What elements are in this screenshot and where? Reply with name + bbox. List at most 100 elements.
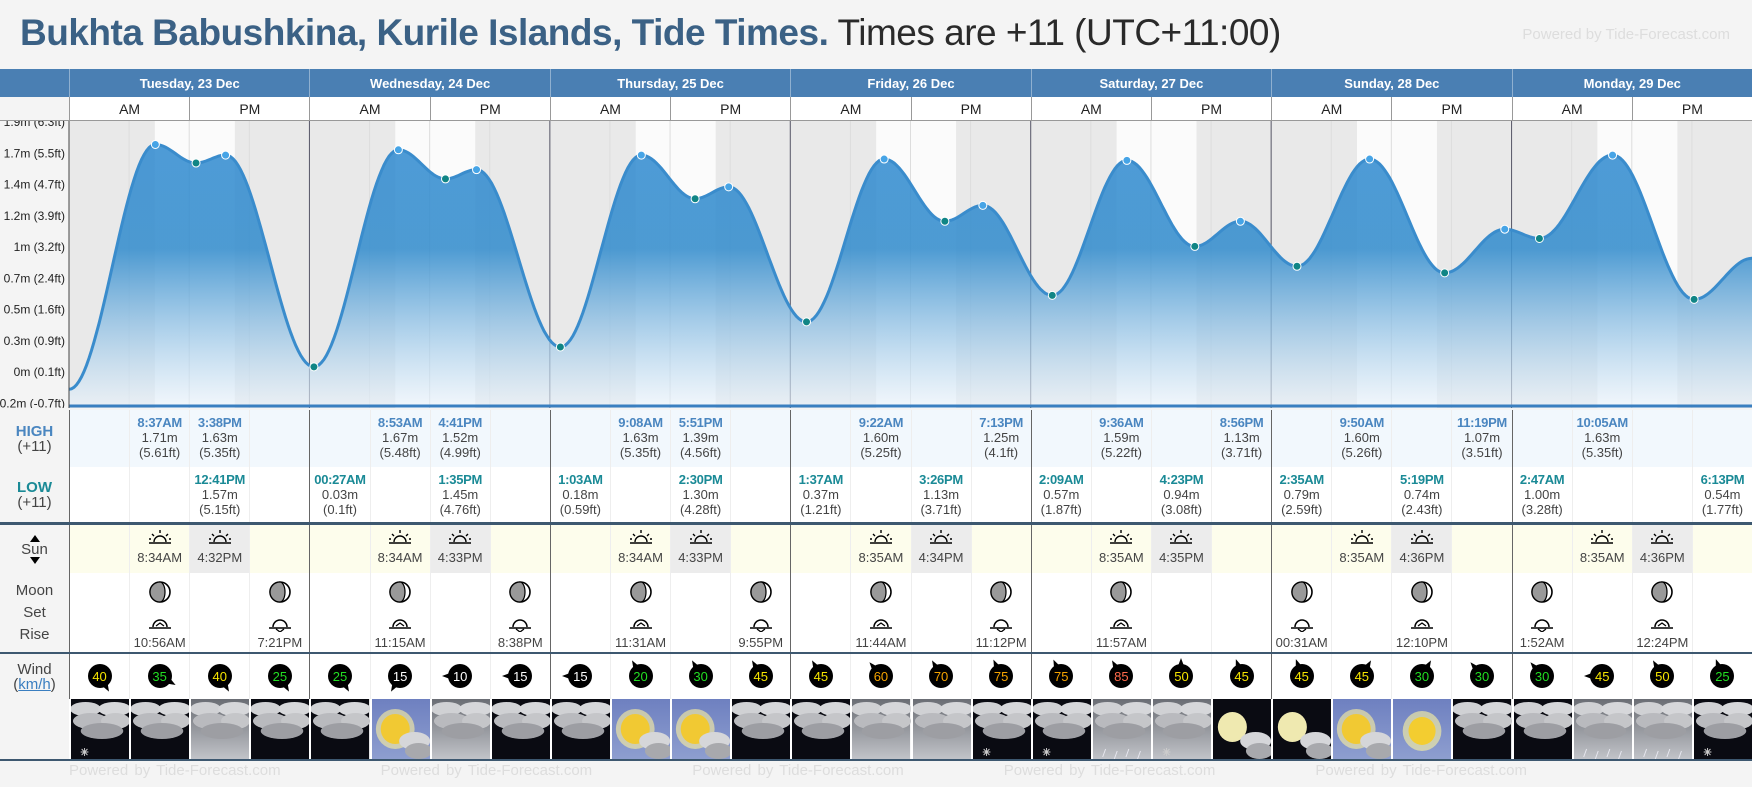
- moon-rise-icon: [491, 616, 550, 635]
- low-tide-cell: [1331, 467, 1391, 522]
- weather-partly-sunny-icon: [1331, 699, 1392, 759]
- wind-cell: 70: [910, 654, 971, 699]
- wind-speed: 45: [1594, 668, 1610, 684]
- moon-set-time: 11:44AM: [855, 635, 907, 650]
- location-title: Bukhta Babushkina, Kurile Islands, Tide …: [20, 12, 829, 53]
- moon-cell: 11:44AM: [850, 573, 910, 652]
- low-tide-point: [1292, 261, 1302, 271]
- high-tide-row: HIGH (+11) 8:37AM 1.71m (5.61ft) 3:38PM 1.63m(…: [0, 410, 1752, 467]
- wind-speed: 45: [1294, 668, 1309, 684]
- page-title: Bukhta Babushkina, Kurile Islands, Tide …: [20, 12, 1281, 54]
- wind-cell: 40: [189, 654, 249, 699]
- moon-set-time: 10:56AM: [133, 635, 186, 650]
- high-tide-height: 1.13m: [1223, 430, 1260, 445]
- wind-cell: 75: [970, 654, 1031, 699]
- sun-cell: [1030, 525, 1091, 573]
- high-tide-point: [221, 150, 231, 160]
- low-tide-time: 12:41PM: [194, 472, 246, 487]
- wind-speed-badge: 30: [1409, 660, 1434, 688]
- am-label: AM: [549, 97, 670, 120]
- high-tide-cell: [1631, 410, 1692, 467]
- sun-cell: [1451, 525, 1511, 573]
- wind-cell: 75: [1030, 654, 1091, 699]
- high-tide-height: 1.25m: [983, 430, 1020, 445]
- weather-cloudy-night-icon: [549, 699, 610, 759]
- high-tide-height-ft: (5.61ft): [139, 445, 181, 460]
- wind-unit-wrapper: (km/h): [13, 675, 56, 693]
- low-tide-height: 1.57m: [201, 487, 238, 502]
- low-tide-cell: [1211, 467, 1271, 522]
- low-tide-height-ft: (3.08ft): [1160, 502, 1203, 517]
- pm-label: PM: [1631, 97, 1752, 120]
- sunset-icon: [1152, 529, 1211, 550]
- wind-speed: 85: [1114, 668, 1129, 684]
- high-tide-time: 9:50AM: [1339, 415, 1385, 430]
- low-tide-cell: [249, 467, 309, 522]
- high-tide-cell: [69, 410, 129, 467]
- wind-row: Wind (km/h) 40 35 40 25 25 15 10 15 15 20 30 45 45 60 70…: [0, 654, 1752, 699]
- low-tide-cell: [1631, 467, 1692, 522]
- wind-cell: 30: [1391, 654, 1451, 699]
- wind-speed: 30: [1414, 668, 1430, 684]
- wind-cell: 30: [1451, 654, 1511, 699]
- weather-cloudy-night-icon: [730, 699, 791, 759]
- weather-row: [0, 699, 1752, 761]
- day-header-cell: Wednesday, 24 Dec: [309, 69, 549, 97]
- moon-cell: 11:12PM: [970, 573, 1031, 652]
- high-tide-height-ft: (3.71ft): [1220, 445, 1263, 460]
- wind-text: Wind: [17, 660, 52, 678]
- wind-cell: 45: [1571, 654, 1632, 699]
- powered-by[interactable]: Powered by Tide-Forecast.com: [1522, 26, 1730, 43]
- moon-cell: 11:57AM: [1090, 573, 1151, 652]
- moon-cell: 00:31AM: [1271, 573, 1331, 652]
- wind-cell: 25: [309, 654, 369, 699]
- wind-speed: 25: [272, 668, 288, 684]
- moon-phase-icon: [491, 579, 550, 608]
- low-tide-cell: [1451, 467, 1511, 522]
- moon-cell: [1030, 573, 1091, 652]
- high-tide-height-ft: (4.56ft): [680, 445, 722, 460]
- sunrise-icon: [851, 529, 910, 550]
- wind-speed-badge: 35: [147, 664, 176, 688]
- low-tide-cell: 2:09AM 0.57m (1.87ft): [1030, 467, 1091, 522]
- wind-cell: 25: [249, 654, 309, 699]
- high-tide-cell: [1691, 410, 1752, 467]
- moon-cell: [910, 573, 971, 652]
- low-tide-time: 1:35PM: [438, 472, 483, 487]
- moon-cell: 12:24PM: [1631, 573, 1692, 652]
- sunrise-icon: [371, 529, 430, 550]
- ampm-header: AM PM AM PM AM PM AM PM AM PM AM PM AM PM: [0, 97, 1752, 121]
- sun-cell: 8:35AM: [1090, 525, 1151, 573]
- low-tide-height: 1.30m: [682, 487, 719, 502]
- low-tide-height: 0.94m: [1163, 487, 1200, 502]
- moon-set-icon: [1092, 616, 1151, 635]
- moon-set-icon: [1633, 616, 1692, 635]
- wind-cell: 85: [1090, 654, 1151, 699]
- high-tide-height: 1.71m: [141, 430, 178, 445]
- low-tide-cell: 1:35PM 1.45m (4.76ft): [429, 467, 490, 522]
- up-arrow-icon: [29, 534, 40, 542]
- sun-cell: 8:35AM: [850, 525, 910, 573]
- sunrise-time: 8:34AM: [377, 550, 423, 565]
- moon-cell: [1150, 573, 1211, 652]
- weather-cloudy-night-icon: [489, 699, 550, 759]
- wind-speed: 50: [1174, 668, 1189, 684]
- sunrise-time: 8:35AM: [1098, 550, 1144, 565]
- low-tide-height-ft: (3.71ft): [920, 502, 962, 517]
- wind-speed: 50: [1655, 668, 1670, 684]
- high-tide-height: 1.39m: [682, 430, 719, 445]
- low-tide-cell: 6:13PM 0.54m (1.77ft): [1691, 467, 1752, 522]
- low-tide-height-ft: (5.15ft): [199, 502, 241, 517]
- low-tide-time: 5:19PM: [1400, 472, 1444, 487]
- wind-unit-link[interactable]: km/h: [18, 675, 51, 693]
- wind-speed-badge: 75: [989, 659, 1014, 688]
- high-tide-height: 1.63m: [622, 430, 659, 445]
- moon-cell: [1331, 573, 1391, 652]
- high-tide-height-ft: (4.1ft): [984, 445, 1019, 460]
- sunrise-time: 8:35AM: [1339, 550, 1385, 565]
- sun-cell: [69, 525, 129, 573]
- sun-cell: [790, 525, 850, 573]
- high-tide-height-ft: (4.99ft): [439, 445, 481, 460]
- weather-cloudy-night-icon: [1511, 699, 1572, 759]
- wind-speed: 30: [1474, 668, 1490, 684]
